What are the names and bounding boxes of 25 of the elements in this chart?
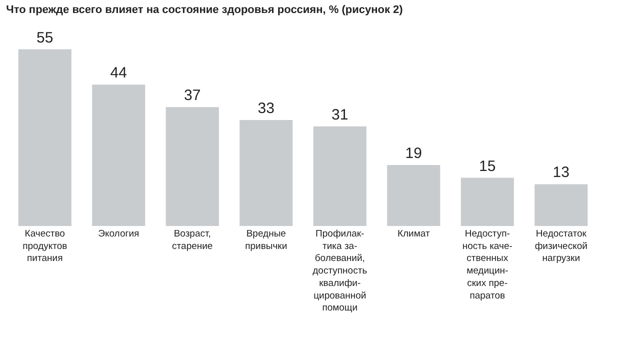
bar	[460, 178, 514, 226]
data-label: 44	[110, 64, 127, 82]
bar	[240, 120, 293, 226]
x-tick-label: Профилак- тика за- болеваний, доступность квалифи- цированной помощи	[312, 228, 368, 314]
x-tick-label: Возраст, старение	[172, 228, 213, 252]
bar	[387, 164, 440, 226]
data-label: 37	[184, 87, 201, 104]
data-label: 15	[479, 158, 496, 175]
bar	[166, 107, 219, 226]
x-tick-label: Качество продуктов питания	[22, 228, 68, 264]
data-label: 55	[36, 29, 54, 46]
chart-title: Что прежде всего влияет на состояние здоровья россиян, % (рисунок 2)	[6, 4, 404, 16]
bar	[92, 84, 146, 226]
x-tick-label: Вредные привычки	[245, 228, 288, 252]
bar	[313, 126, 366, 226]
data-label: 33	[258, 100, 274, 117]
x-tick-label: Климат	[397, 228, 430, 240]
bar	[534, 184, 588, 226]
x-tick-label: Недоступ- ность каче- ственных медицин- ских пре- паратов	[462, 228, 512, 302]
x-tick-label: Недостаток физической нагрузки	[534, 228, 588, 264]
x-tick-label: Экология	[98, 228, 140, 240]
data-label: 13	[552, 164, 570, 182]
data-label: 31	[332, 106, 348, 124]
data-label: 19	[405, 144, 422, 162]
bar	[18, 49, 72, 226]
